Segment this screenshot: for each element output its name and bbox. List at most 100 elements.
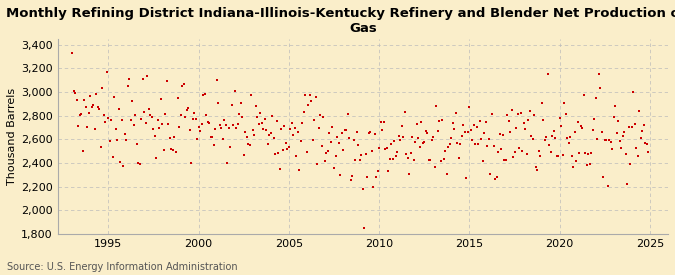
Point [309, 117, 320, 122]
Point [267, 113, 277, 118]
Point [91, 92, 102, 97]
Point [253, 122, 264, 126]
Point [531, 164, 541, 169]
Point [389, 139, 400, 143]
Point [276, 126, 287, 131]
Point [107, 155, 118, 159]
Point [352, 143, 363, 147]
Point [495, 147, 506, 152]
Point [429, 165, 440, 169]
Point [516, 149, 527, 153]
Point [473, 142, 484, 146]
Point [448, 121, 458, 125]
Point [483, 137, 494, 142]
Point [587, 128, 598, 133]
Point [444, 142, 455, 146]
Point [338, 148, 348, 152]
Point [624, 125, 634, 130]
Point [434, 118, 445, 123]
Point [367, 148, 377, 153]
Point [414, 145, 425, 149]
Point [112, 138, 123, 142]
Point [100, 120, 111, 124]
Point [529, 113, 539, 117]
Point [550, 135, 561, 140]
Point [210, 126, 221, 131]
Point [83, 111, 94, 116]
Point [493, 150, 504, 154]
Point [79, 98, 90, 102]
Point [154, 126, 165, 131]
Point [155, 97, 166, 101]
Point [518, 120, 529, 125]
Point [616, 146, 627, 150]
Point [542, 72, 553, 77]
Point [467, 138, 478, 142]
Point [225, 144, 236, 149]
Point [285, 127, 296, 131]
Point [446, 136, 457, 141]
Point [598, 174, 609, 179]
Point [265, 131, 276, 135]
Point [589, 117, 599, 121]
Point [204, 121, 215, 125]
Point [145, 112, 156, 117]
Point [454, 156, 464, 160]
Point [89, 127, 100, 131]
Point [538, 117, 549, 122]
Point [132, 142, 142, 146]
Point [85, 94, 96, 98]
Point [134, 162, 145, 166]
Point [605, 140, 616, 144]
Point [601, 138, 612, 142]
Point [264, 133, 275, 137]
Point [157, 122, 168, 126]
Point [545, 150, 556, 155]
Point [565, 135, 576, 139]
Point [464, 105, 475, 109]
Point [396, 123, 407, 128]
Point [508, 155, 518, 159]
Point [270, 152, 281, 156]
Point [294, 167, 305, 172]
Point [526, 134, 537, 138]
Point [358, 226, 369, 230]
Point [68, 88, 79, 93]
Point [522, 118, 533, 122]
Point [166, 147, 177, 151]
Point [354, 158, 365, 162]
Point [505, 130, 516, 134]
Point [541, 134, 551, 139]
Point [325, 140, 336, 144]
Point [231, 126, 242, 130]
Point [175, 113, 186, 117]
Point [105, 139, 115, 143]
Point [524, 109, 535, 113]
Point [232, 121, 243, 126]
Point [642, 142, 653, 146]
Point [282, 147, 293, 151]
Point [401, 152, 412, 156]
Point [581, 163, 592, 167]
Point [372, 169, 383, 173]
Point [321, 150, 332, 155]
Point [247, 128, 258, 133]
Point [491, 175, 502, 180]
Point [394, 134, 404, 139]
Point [547, 134, 558, 138]
Point [481, 120, 491, 124]
Point [478, 159, 489, 164]
Point [632, 154, 643, 158]
Point [392, 150, 402, 154]
Point [73, 123, 84, 128]
Point [196, 122, 207, 126]
Point [416, 120, 427, 124]
Point [562, 136, 572, 140]
Point [67, 51, 78, 55]
Point [433, 128, 443, 133]
Point [308, 138, 319, 142]
Point [246, 92, 256, 97]
Point [298, 110, 309, 114]
Point [140, 121, 151, 126]
Point [593, 72, 604, 76]
